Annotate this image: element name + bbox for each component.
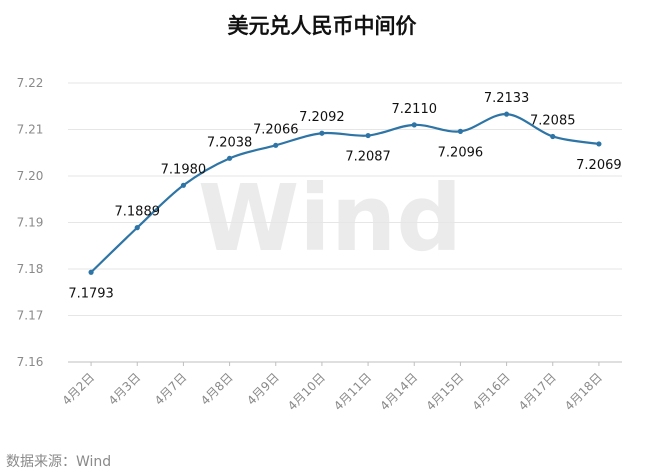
data-point: [273, 142, 279, 148]
data-point: [134, 225, 140, 231]
y-tick-label: 7.20: [17, 169, 44, 183]
x-tick-label: 4月2日: [60, 370, 98, 408]
data-label: 7.2087: [345, 150, 391, 165]
data-label: 7.1889: [115, 205, 161, 220]
data-label: 7.2038: [207, 135, 253, 150]
y-tick-label: 7.18: [17, 262, 44, 276]
data-label: 7.2096: [438, 145, 484, 160]
x-tick-label: 4月11日: [331, 370, 374, 413]
x-tick-label: 4月7日: [152, 370, 190, 408]
gridlines: [68, 82, 622, 363]
data-point: [365, 132, 371, 139]
x-tick-label: 4月9日: [244, 370, 282, 408]
data-point: [457, 128, 464, 134]
data-point: [550, 133, 556, 140]
data-points: [88, 111, 602, 275]
y-tick-label: 7.19: [17, 216, 44, 230]
source-note: 数据来源：Wind: [6, 454, 111, 470]
y-tick-label: 7.16: [17, 355, 44, 369]
x-tick-label: 4月3日: [106, 370, 144, 408]
x-tick-label: 4月14日: [377, 370, 420, 413]
x-tick-label: 4月8日: [198, 370, 236, 408]
data-point: [596, 141, 602, 147]
y-tick-label: 7.22: [17, 76, 44, 90]
data-label: 7.2133: [484, 91, 530, 106]
y-tick-label: 7.21: [17, 123, 44, 137]
watermark: Wind: [198, 165, 462, 272]
x-tick-label: 4月10日: [285, 370, 328, 413]
data-label: 7.2092: [299, 110, 345, 125]
data-point: [411, 122, 417, 128]
data-label: 7.2110: [392, 102, 438, 117]
data-point: [180, 182, 187, 188]
data-point: [226, 155, 233, 161]
data-label: 7.2069: [576, 158, 622, 173]
chart-title: 美元兑人民币中间价: [228, 14, 418, 38]
data-label: 7.1980: [161, 162, 207, 177]
data-label: 7.2085: [530, 113, 576, 128]
y-axis: 7.16 7.17 7.18 7.19 7.20 7.21 7.22: [17, 76, 44, 369]
data-point: [88, 269, 94, 275]
x-tick-label: 4月17日: [516, 370, 559, 413]
series-line: [90, 113, 600, 274]
data-point: [319, 130, 325, 136]
y-tick-label: 7.17: [17, 309, 44, 323]
x-tick-label: 4月15日: [423, 370, 466, 413]
data-point: [503, 111, 510, 117]
data-label: 7.2066: [253, 122, 299, 137]
x-axis: 4月2日 4月3日 4月7日 4月8日 4月9日 4月10日 4月11日 4月14日 4月15日…: [60, 362, 605, 413]
x-tick-label: 4月18日: [562, 370, 605, 413]
x-tick-label: 4月16日: [470, 370, 513, 413]
data-label: 7.1793: [68, 286, 114, 301]
